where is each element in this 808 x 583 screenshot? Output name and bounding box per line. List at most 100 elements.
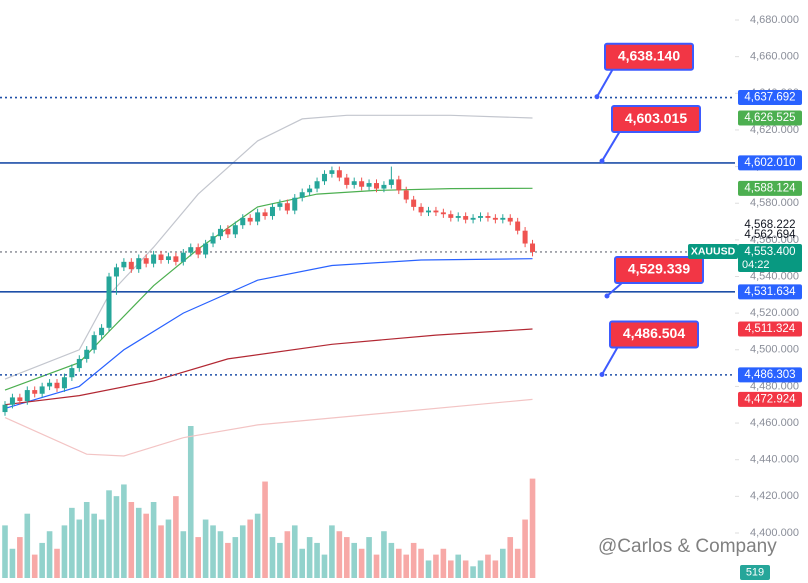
volume-bar bbox=[121, 484, 127, 578]
volume-bar bbox=[366, 537, 372, 578]
price-badge bbox=[738, 155, 802, 171]
volume-bar bbox=[9, 548, 16, 578]
candle-body bbox=[522, 230, 528, 244]
volume-bar bbox=[299, 548, 305, 578]
price-badge-label: 4,511.324 bbox=[745, 323, 796, 335]
candle-body bbox=[17, 397, 23, 402]
volume-bar bbox=[83, 502, 90, 578]
candle-body bbox=[381, 184, 387, 189]
watermark: @Carlos & Company bbox=[598, 536, 777, 557]
candle-body bbox=[32, 390, 38, 394]
candle-body bbox=[151, 254, 157, 264]
callout-box bbox=[614, 256, 704, 285]
volume-bar bbox=[485, 554, 491, 578]
last-price-label: 4,553.400 bbox=[744, 246, 795, 258]
volume-bar bbox=[507, 537, 514, 578]
price-badge-label: 4,562.694 bbox=[744, 229, 796, 241]
y-tick-label: 4,420.000 bbox=[750, 490, 799, 502]
volume-bar bbox=[440, 548, 447, 578]
price-badge bbox=[738, 284, 802, 300]
candle-body bbox=[440, 212, 446, 215]
volume-bar bbox=[492, 560, 499, 578]
candle-body bbox=[128, 261, 134, 270]
candle-body bbox=[426, 210, 432, 213]
callout-arrow bbox=[601, 346, 619, 376]
symbol-badge bbox=[688, 243, 738, 259]
volume-badge-label: 519 bbox=[746, 566, 764, 578]
candle-body bbox=[136, 258, 142, 270]
y-tick-label: 4,400.000 bbox=[750, 527, 799, 539]
candle-body bbox=[158, 254, 164, 261]
countdown-label: 04:22 bbox=[742, 259, 770, 271]
y-tick-label: 4,580.000 bbox=[750, 197, 799, 209]
callout-box bbox=[604, 42, 694, 71]
candle-body bbox=[39, 386, 45, 394]
price-badge bbox=[738, 367, 802, 383]
candle-body bbox=[455, 216, 461, 218]
volume-bar bbox=[269, 537, 276, 578]
candle-body bbox=[374, 183, 379, 189]
volume-bar bbox=[128, 502, 135, 578]
y-tick-label: 4,480.000 bbox=[750, 380, 799, 392]
callout-label: 4,638.140 bbox=[618, 47, 680, 63]
candle-body bbox=[99, 327, 105, 336]
volume-bar bbox=[529, 478, 536, 578]
volume-bar bbox=[254, 513, 261, 578]
y-tick-label: 4,540.000 bbox=[750, 270, 799, 282]
volume-bar bbox=[381, 531, 387, 578]
volume-bar bbox=[113, 496, 120, 578]
volume-bar bbox=[247, 519, 253, 578]
volume-bar bbox=[187, 426, 194, 578]
volume-bar bbox=[91, 513, 97, 578]
candle-body bbox=[121, 261, 127, 268]
indicator-line bbox=[4, 328, 533, 406]
volume-bar bbox=[514, 548, 521, 578]
volume-badge bbox=[740, 565, 770, 580]
y-tick-label: 4,500.000 bbox=[750, 344, 799, 356]
candle-body bbox=[530, 243, 536, 252]
candle-body bbox=[143, 258, 149, 264]
volume-bar bbox=[343, 537, 350, 578]
volume-bar bbox=[477, 560, 484, 578]
candle-body bbox=[314, 181, 320, 189]
candle-body bbox=[165, 256, 171, 261]
candle-body bbox=[359, 181, 365, 187]
volume-bar bbox=[46, 531, 53, 578]
candle-body bbox=[76, 358, 82, 369]
volume-bar bbox=[210, 525, 216, 578]
candle-body bbox=[54, 382, 60, 389]
volume-bar bbox=[61, 525, 68, 578]
candle-body bbox=[299, 192, 305, 198]
volume-bar bbox=[69, 507, 75, 578]
volume-bar bbox=[522, 519, 528, 578]
volume-bar bbox=[239, 525, 246, 578]
volume-bar bbox=[173, 496, 179, 578]
callout-box bbox=[611, 105, 701, 134]
candle-body bbox=[470, 217, 476, 220]
candle-body bbox=[113, 267, 119, 277]
price-badge-label: 4,588.124 bbox=[744, 182, 796, 194]
indicator-line bbox=[4, 398, 533, 457]
y-tick-label: 4,680.000 bbox=[750, 14, 799, 26]
volume-bar bbox=[143, 513, 149, 578]
candle-body bbox=[232, 225, 238, 235]
volume-bar bbox=[232, 537, 239, 578]
volume-bar bbox=[217, 531, 224, 578]
volume-bar bbox=[418, 548, 424, 578]
volume-bar bbox=[98, 519, 105, 578]
candle-body bbox=[269, 206, 275, 217]
price-badge-label: 4,602.010 bbox=[744, 157, 795, 169]
price-badge-label: 4,626.525 bbox=[744, 112, 795, 124]
candle-body bbox=[321, 173, 327, 182]
candle-body bbox=[500, 217, 506, 220]
callout-arrow bbox=[601, 130, 621, 162]
candle-body bbox=[61, 377, 67, 389]
candle-body bbox=[262, 212, 268, 217]
candle-body bbox=[396, 179, 402, 191]
volume-bar bbox=[54, 548, 60, 578]
indicator-line bbox=[4, 187, 533, 391]
volume-bar bbox=[336, 531, 343, 578]
candle-body bbox=[210, 236, 216, 244]
volume-bar bbox=[106, 490, 112, 578]
